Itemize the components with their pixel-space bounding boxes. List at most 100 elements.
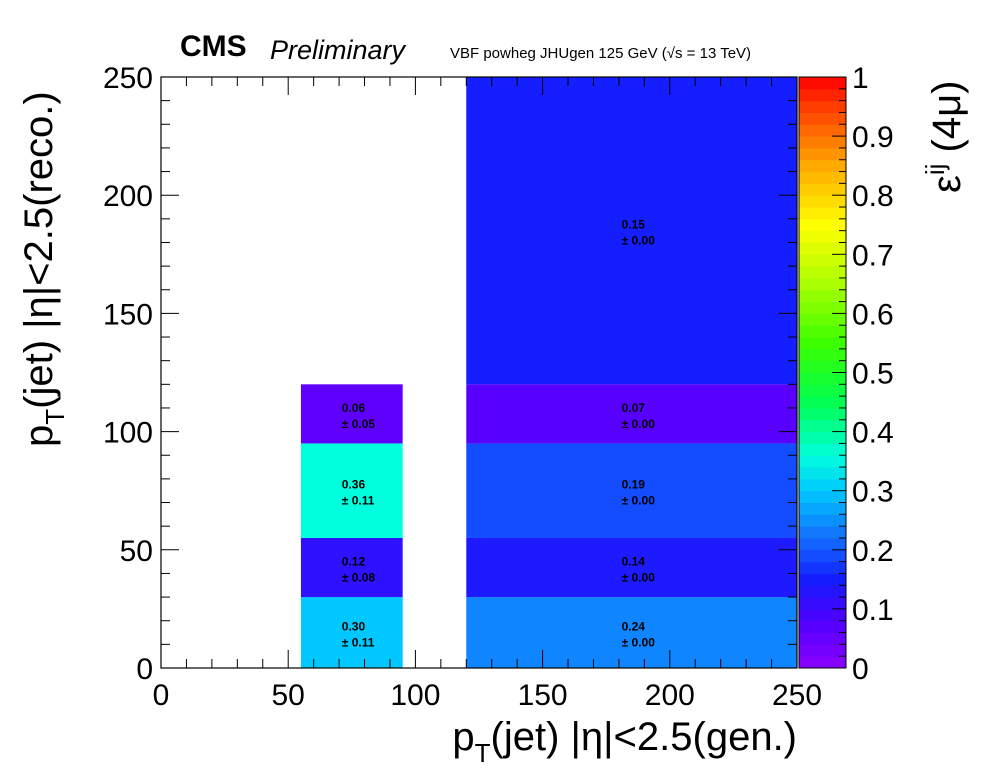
cell-value-label: 0.30: [342, 620, 366, 634]
palette-band: [799, 171, 846, 184]
y-tick-label: 100: [103, 417, 153, 450]
y-tick-label: 250: [103, 62, 153, 95]
palette-band: [799, 289, 846, 303]
palette-band: [799, 490, 846, 504]
x-tick-label: 250: [772, 679, 822, 712]
palette-band: [799, 384, 846, 397]
cell-value-label: 0.36: [342, 478, 366, 492]
palette-band: [799, 644, 846, 657]
palette-band: [799, 195, 846, 208]
z-tick-label: 0.1: [852, 594, 894, 627]
palette-band: [799, 207, 846, 220]
x-tick-label: 50: [272, 679, 305, 712]
palette-band: [799, 183, 846, 196]
palette-band: [799, 348, 846, 362]
palette-band: [799, 147, 846, 161]
z-tick-label: 0.6: [852, 298, 894, 331]
z-tick-label: 0.9: [852, 121, 894, 154]
heatmap-cell: [466, 77, 797, 385]
z-tick-label: 0.4: [852, 417, 894, 450]
heatmap-cell: [466, 384, 797, 444]
z-tick-label: 0.7: [852, 239, 894, 272]
palette-band: [799, 632, 846, 645]
palette-band: [799, 325, 846, 338]
palette-band: [799, 313, 846, 326]
palette-band: [799, 242, 846, 255]
process-label: VBF powheg JHUgen 125 GeV (√s = 13 TeV): [450, 45, 752, 62]
palette-band: [799, 100, 846, 113]
cell-error-label: ± 0.00: [622, 494, 656, 508]
z-tick-label: 1: [852, 62, 869, 95]
plot-frame: [160, 76, 798, 669]
y-tick-label: 50: [120, 535, 153, 568]
palette-band: [799, 77, 846, 90]
palette-band: [799, 277, 846, 291]
palette-band: [799, 360, 846, 373]
x-tick-label: 100: [390, 679, 440, 712]
y-axis-label: pT(jet) |η|<2.5(reco.): [17, 91, 70, 447]
palette-band: [799, 443, 846, 456]
color-palette: 0 0.1 0.2 0.3 0.4 0.5 0.6 0.7 0.8 0.9 1: [798, 62, 894, 686]
frame-layer: 0 50 100 150 200 250 0 50 100 150 200 250: [103, 62, 822, 712]
x-axis-label: pT(jet) |η|<2.5(gen.): [452, 715, 797, 768]
cell-error-label: ± 0.05: [342, 417, 376, 431]
z-tick-label: 0.2: [852, 535, 894, 568]
cell-value-label: 0.14: [622, 555, 646, 569]
z-tick-label: 0.5: [852, 358, 894, 391]
cell-error-label: ± 0.00: [622, 417, 656, 431]
palette-band: [799, 656, 846, 669]
heatmap-cell: [466, 537, 797, 598]
z-tick-label: 0.3: [852, 476, 894, 509]
cell-error-label: ± 0.08: [342, 571, 376, 585]
palette-band: [799, 514, 846, 527]
heatmap-cell: [300, 537, 403, 598]
cell-value-label: 0.15: [622, 218, 646, 232]
cell-error-label: ± 0.00: [622, 571, 656, 585]
y-tick-label: 200: [103, 180, 153, 213]
palette-band: [799, 573, 846, 586]
palette-band: [799, 372, 846, 385]
heatmap-cell: [300, 597, 403, 668]
cell-value-label: 0.19: [622, 478, 646, 492]
heatmap-cell: [300, 384, 403, 444]
palette-band: [799, 266, 846, 279]
cell-error-label: ± 0.11: [342, 636, 375, 650]
palette-band: [799, 455, 846, 468]
palette-band: [799, 159, 846, 173]
palette-band: [799, 537, 846, 551]
x-tick-label: 150: [518, 679, 568, 712]
palette-band: [799, 608, 846, 622]
cell-error-label: ± 0.00: [622, 234, 656, 248]
palette-band: [799, 549, 846, 563]
cell-value-label: 0.12: [342, 555, 366, 569]
experiment-label: CMS: [180, 30, 247, 63]
y-tick-label: 0: [136, 653, 153, 686]
palette-band: [799, 478, 846, 492]
palette-band: [799, 597, 846, 610]
z-axis-label: εij (4μ): [920, 81, 969, 193]
cells-layer: 0.30 ± 0.11 0.12 ± 0.08 0.36 ± 0.11 0.06 ± 0.05…: [300, 77, 797, 668]
status-label: Preliminary: [270, 35, 406, 65]
palette-band: [799, 502, 846, 515]
palette-band: [799, 396, 846, 409]
palette-band: [799, 337, 846, 350]
palette-band: [799, 112, 846, 125]
palette-band: [799, 419, 846, 433]
heatmap-cell: [466, 443, 797, 538]
palette-band: [799, 136, 846, 149]
palette-band: [799, 526, 846, 539]
palette-band: [799, 407, 846, 421]
x-tick-label: 200: [645, 679, 695, 712]
palette-band: [799, 431, 846, 444]
cell-error-label: ± 0.11: [342, 494, 375, 508]
palette-band: [799, 620, 846, 634]
palette-band: [799, 467, 846, 480]
x-tick-label: 0: [153, 679, 170, 712]
cell-value-label: 0.24: [622, 620, 646, 634]
cell-value-label: 0.07: [622, 401, 646, 415]
cell-value-label: 0.06: [342, 401, 366, 415]
palette-band: [799, 561, 846, 574]
palette-band: [799, 301, 846, 314]
cell-error-label: ± 0.00: [622, 636, 656, 650]
